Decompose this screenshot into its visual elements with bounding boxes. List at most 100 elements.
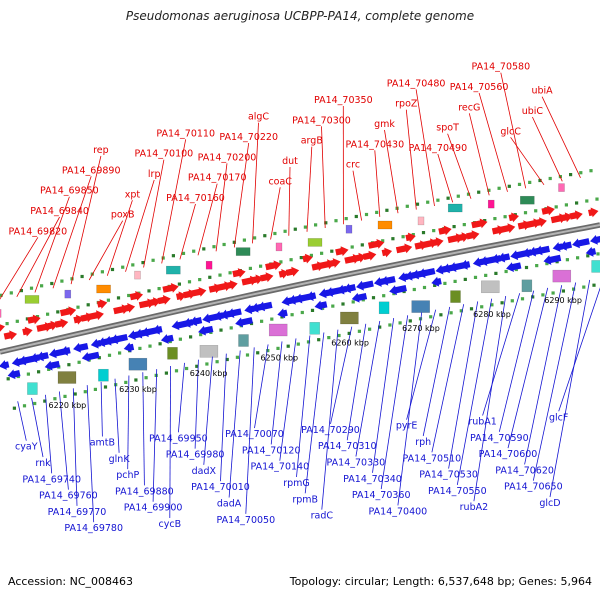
track-dot <box>596 252 600 256</box>
reverse-gene-label[interactable]: rubA1 <box>468 417 497 428</box>
reverse-gene-label[interactable]: PA14_70360 <box>352 490 411 501</box>
reverse-gene-label[interactable]: PA14_69900 <box>124 503 183 514</box>
forward-gene-label[interactable]: PA14_69890 <box>62 165 121 176</box>
track-dot <box>286 344 290 348</box>
forward-gene-label[interactable]: PA14_70580 <box>471 62 530 73</box>
reverse-gene-label[interactable]: cyaY <box>15 442 38 453</box>
feature-block <box>0 309 2 318</box>
forward-gene-label[interactable]: recG <box>458 102 480 113</box>
reverse-gene-label[interactable]: PA14_69770 <box>48 507 107 518</box>
reverse-gene-label[interactable]: PA14_70600 <box>479 449 538 460</box>
reverse-gene-label[interactable]: PA14_70400 <box>369 506 428 517</box>
reverse-gene-label[interactable]: PA14_70650 <box>504 482 563 493</box>
genome-backbone <box>0 222 600 355</box>
forward-gene-label[interactable]: dut <box>282 156 298 167</box>
reverse-gene-label[interactable]: PA14_70120 <box>242 445 301 456</box>
reverse-gene-label[interactable]: amtB <box>90 438 115 449</box>
reverse-gene-label[interactable]: PA14_70510 <box>403 453 462 464</box>
forward-gene-label[interactable]: xpt <box>125 189 141 200</box>
reverse-gene-label[interactable]: PA14_70620 <box>495 465 554 476</box>
track-dot <box>26 372 30 376</box>
forward-gene-arrow <box>466 230 480 241</box>
reverse-gene-label[interactable]: pchP <box>116 470 139 481</box>
reverse-gene-label[interactable]: PA14_69880 <box>115 486 174 497</box>
reverse-gene-label[interactable]: rpmB <box>292 494 318 505</box>
track-dot <box>280 315 284 319</box>
leader-line <box>220 353 227 482</box>
reverse-gene-label[interactable]: PA14_69950 <box>149 433 208 444</box>
reverse-gene-arrow <box>497 252 511 263</box>
reverse-gene-label[interactable]: dadX <box>192 466 217 477</box>
forward-gene-label[interactable]: glcC <box>500 126 521 137</box>
forward-gene-label[interactable]: PA14_70220 <box>219 132 278 143</box>
reverse-gene-label[interactable]: pyrE <box>396 421 418 432</box>
forward-gene-label[interactable]: ubiA <box>531 86 553 97</box>
forward-gene-label[interactable]: poxB <box>111 210 135 221</box>
forward-gene-label[interactable]: argB <box>301 136 323 147</box>
forward-gene-label[interactable]: PA14_70480 <box>387 78 446 89</box>
forward-gene-label[interactable]: ubiC <box>522 106 544 117</box>
reverse-gene-label[interactable]: glcD <box>539 498 560 509</box>
forward-gene-label[interactable]: PA14_69850 <box>40 186 99 197</box>
reverse-gene-label[interactable]: rph <box>415 437 431 448</box>
forward-gene-label[interactable]: spoT <box>436 123 459 134</box>
forward-gene-label[interactable]: PA14_69820 <box>9 226 68 237</box>
reverse-gene-label[interactable]: PA14_70290 <box>301 425 360 436</box>
reverse-gene-label[interactable]: PA14_70070 <box>225 429 284 440</box>
forward-gene-label[interactable]: crc <box>346 160 360 171</box>
reverse-gene-label[interactable]: dadA <box>217 499 242 510</box>
reverse-gene-arrow <box>277 308 288 319</box>
reverse-gene-label[interactable]: PA14_69780 <box>64 523 123 534</box>
reverse-gene-label[interactable]: PA14_70530 <box>419 470 478 481</box>
forward-gene-label[interactable]: PA14_70350 <box>314 95 373 106</box>
reverse-gene-label[interactable]: PA14_69980 <box>166 450 225 461</box>
reverse-gene-label[interactable]: radC <box>311 511 334 522</box>
reverse-gene-label[interactable]: glcF <box>549 412 568 423</box>
track-dot <box>589 169 593 173</box>
reverse-gene-label[interactable]: rubA2 <box>460 502 489 513</box>
reverse-gene-arrow <box>389 284 407 296</box>
forward-gene-label[interactable]: PA14_70160 <box>166 193 225 204</box>
track-dot <box>443 281 447 285</box>
reverse-gene-label[interactable]: rpmG <box>283 478 310 489</box>
reverse-gene-label[interactable]: PA14_70050 <box>216 515 275 526</box>
reverse-gene-label[interactable]: PA14_70340 <box>343 474 402 485</box>
forward-gene-label[interactable]: coaC <box>268 176 292 187</box>
track-dot <box>248 266 252 270</box>
track-dot <box>469 307 474 311</box>
track-dot <box>510 299 514 303</box>
reverse-gene-label[interactable]: PA14_70330 <box>327 458 386 469</box>
forward-gene-label[interactable]: PA14_70560 <box>450 82 509 93</box>
leader-line <box>86 385 95 523</box>
forward-gene-label[interactable]: gmk <box>374 119 395 130</box>
reverse-gene-label[interactable]: glnK <box>109 454 131 465</box>
forward-gene-label[interactable]: PA14_70490 <box>408 143 467 154</box>
forward-gene-label[interactable]: PA14_70170 <box>188 173 247 184</box>
reverse-gene-label[interactable]: PA14_70010 <box>191 482 250 493</box>
reverse-gene-arrow <box>60 345 71 356</box>
track-dot <box>198 278 202 282</box>
forward-gene-arrow <box>541 205 555 216</box>
forward-gene-label[interactable]: PA14_70300 <box>292 115 351 126</box>
forward-gene-label[interactable]: PA14_70430 <box>345 139 404 150</box>
reverse-gene-label[interactable]: PA14_70140 <box>250 462 309 473</box>
reverse-gene-label[interactable]: rnk <box>35 458 51 469</box>
forward-gene-label[interactable]: PA14_70110 <box>156 128 215 139</box>
length-value: 6,537,648 bp <box>437 575 512 588</box>
reverse-gene-arrow <box>490 253 502 264</box>
forward-gene-label[interactable]: lrp <box>148 169 161 180</box>
forward-gene-label[interactable]: rep <box>93 145 109 156</box>
forward-gene-label[interactable]: PA14_70200 <box>198 152 257 163</box>
forward-gene-label[interactable]: PA14_69840 <box>30 206 89 217</box>
reverse-gene-label[interactable]: cycB <box>159 519 182 530</box>
forward-gene-label[interactable]: rpoZ <box>395 99 418 110</box>
leader-line <box>178 362 185 433</box>
reverse-gene-label[interactable]: PA14_70310 <box>318 441 377 452</box>
reverse-gene-label[interactable]: PA14_70590 <box>470 433 529 444</box>
reverse-gene-label[interactable]: PA14_69740 <box>22 474 81 485</box>
forward-gene-label[interactable]: algC <box>248 112 269 123</box>
leader-line <box>233 142 250 248</box>
forward-gene-label[interactable]: PA14_70100 <box>135 149 194 160</box>
reverse-gene-label[interactable]: PA14_69760 <box>39 491 98 502</box>
reverse-gene-label[interactable]: PA14_70550 <box>428 486 487 497</box>
